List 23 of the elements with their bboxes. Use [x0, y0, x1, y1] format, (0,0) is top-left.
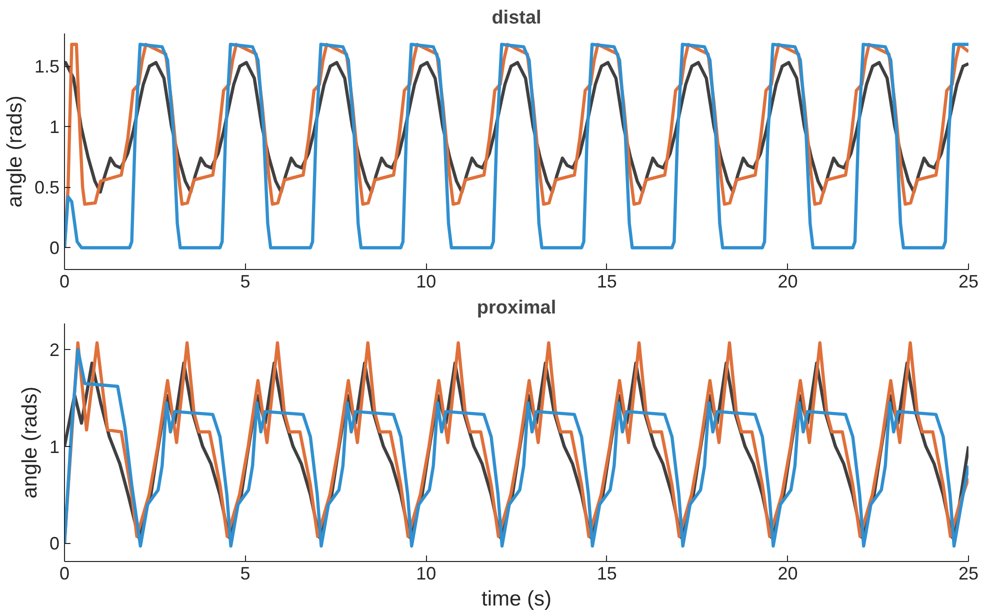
chart-title: distal: [492, 8, 542, 28]
y-tick-label: 1.5: [34, 56, 60, 77]
y-tick-label: 0.5: [34, 178, 60, 198]
x-tick-label: 5: [240, 564, 250, 584]
x-tick-label: 20: [778, 564, 798, 584]
chart-title: proximal: [476, 298, 556, 318]
y-axis-title: angle (rads): [3, 95, 26, 208]
x-tick-label: 10: [416, 272, 436, 292]
x-tick-label: 25: [958, 564, 979, 584]
x-tick-label: 10: [416, 564, 436, 584]
y-axis-title: angle (rads): [18, 386, 42, 499]
y-tick-label: 0: [49, 238, 60, 258]
x-tick-label: 15: [596, 272, 617, 292]
x-axis-title: time (s): [482, 588, 552, 610]
x-tick-label: 15: [596, 564, 617, 584]
y-tick-label: 1: [49, 117, 60, 138]
x-tick-label: 5: [240, 272, 250, 292]
x-tick-label: 25: [958, 272, 979, 292]
line-series: [64, 42, 968, 250]
y-tick-label: 2: [49, 340, 60, 360]
y-tick-label: 1: [49, 436, 60, 457]
y-tick-label: 0: [49, 534, 60, 554]
x-tick-label: 20: [778, 272, 798, 292]
